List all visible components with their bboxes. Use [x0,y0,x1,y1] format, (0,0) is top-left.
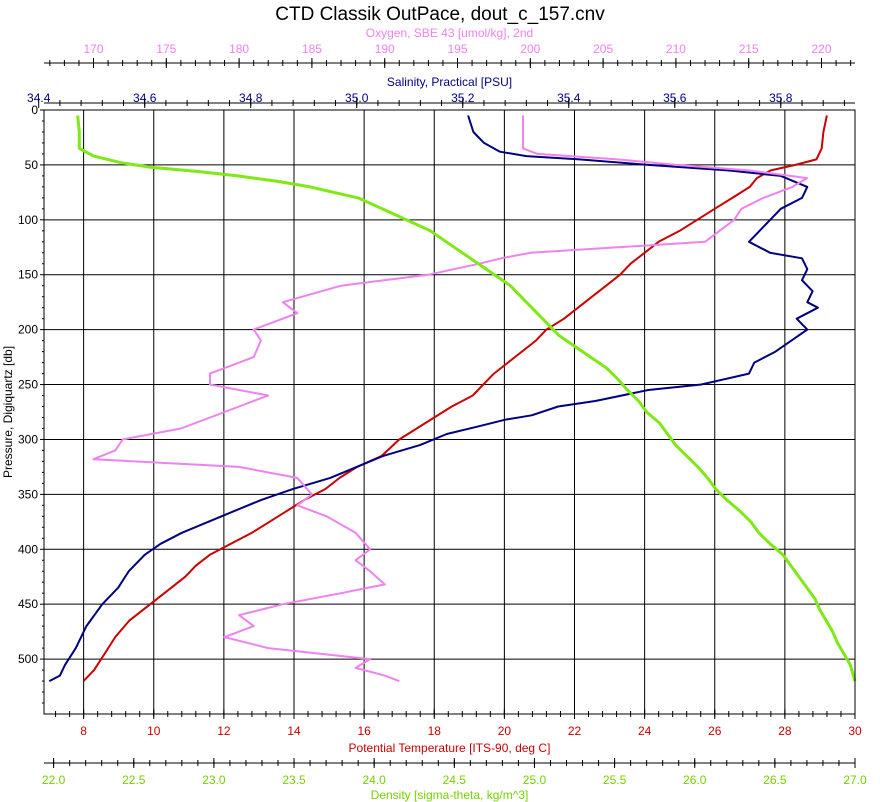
temperature-tick-label: 10 [147,724,161,738]
density-tick-label: 27.0 [843,773,867,787]
y-tick-label: 0 [31,103,38,117]
grid [44,109,856,714]
temperature-tick-label: 28 [778,724,792,738]
y-tick-label: 200 [18,323,38,337]
oxygen-tick-label: 195 [447,42,467,56]
salinity-tick-label: 35.8 [769,91,793,105]
oxygen-tick-label: 190 [375,42,395,56]
salinity-tick-label: 35.0 [345,91,369,105]
temperature-tick-label: 30 [848,724,862,738]
y-tick-label: 150 [18,268,38,282]
oxygen-tick-label: 210 [666,42,686,56]
temperature-tick-label: 8 [80,724,87,738]
density-tick-label: 24.0 [362,773,386,787]
y-tick-label: 450 [18,597,38,611]
density-axis-label: Density [sigma-theta, kg/m^3] [371,788,529,802]
temperature-tick-label: 18 [428,724,442,738]
series-density [76,115,857,682]
density-tick-label: 22.5 [122,773,146,787]
salinity-tick-label: 34.6 [133,91,157,105]
oxygen-tick-label: 200 [520,42,540,56]
density-tick-label: 24.5 [443,773,467,787]
plot-frame [43,109,856,715]
series [48,115,857,683]
temperature-tick-label: 20 [498,724,512,738]
density-tick-label: 22.0 [42,773,66,787]
density-tick-label: 23.5 [282,773,306,787]
y-tick-label: 350 [18,487,38,501]
y-tick-label: 100 [18,213,38,227]
oxygen-axis-label: Oxygen, SBE 43 [umol/kg], 2nd [366,26,533,40]
y-tick-label: 50 [25,158,39,172]
y-tick-label: 300 [18,432,38,446]
oxygen-tick-label: 205 [593,42,613,56]
oxygen-tick-label: 180 [229,42,249,56]
salinity-tick-label: 34.4 [27,91,51,105]
series-oxygen [92,115,808,683]
chart-title: CTD Classik OutPace, dout_c_157.cnv [275,4,605,25]
oxygen-tick-label: 170 [83,42,103,56]
temperature-tick-label: 22 [568,724,582,738]
salinity-tick-label: 35.2 [451,91,475,105]
y-tick-label: 250 [18,378,38,392]
oxygen-tick-label: 215 [739,42,759,56]
salinity-axis-label: Salinity, Practical [PSU] [387,75,512,89]
salinity-tick-label: 35.4 [557,91,581,105]
density-tick-label: 23.0 [202,773,226,787]
temperature-tick-label: 12 [217,724,231,738]
salinity-tick-label: 35.6 [663,91,687,105]
y-axis-label: Pressure, Digiquartz [db] [1,346,15,478]
temperature-tick-label: 14 [287,724,301,738]
temperature-tick-label: 24 [638,724,652,738]
oxygen-tick-label: 185 [302,42,322,56]
density-tick-label: 26.0 [683,773,707,787]
oxygen-tick-label: 220 [811,42,831,56]
oxygen-tick-label: 175 [156,42,176,56]
density-tick-label: 25.5 [603,773,627,787]
y-tick-label: 400 [18,542,38,556]
temperature-tick-label: 16 [357,724,371,738]
temperature-axis-label: Potential Temperature [ITS-90, deg C] [349,741,551,755]
temperature-tick-label: 26 [708,724,722,738]
density-tick-label: 25.0 [523,773,547,787]
series-temperature [82,115,828,682]
series-salinity [48,115,819,682]
y-tick-label: 500 [18,652,38,666]
salinity-tick-label: 34.8 [239,91,263,105]
density-tick-label: 26.5 [763,773,787,787]
